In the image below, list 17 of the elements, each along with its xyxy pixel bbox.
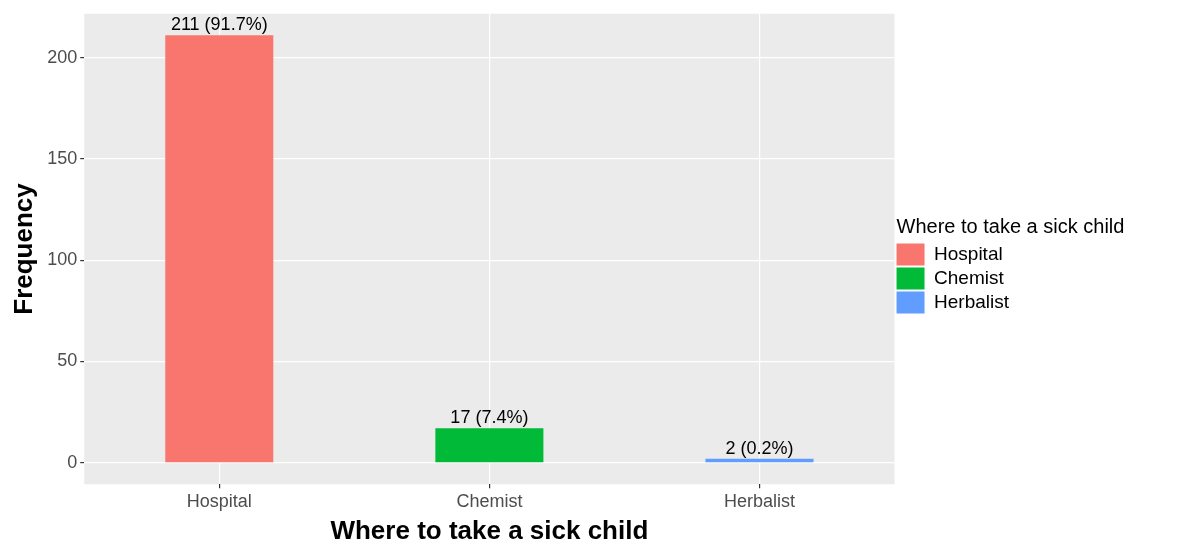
y-axis-title: Frequency <box>7 182 38 315</box>
data-label: 17 (7.4%) <box>450 407 529 428</box>
x-tick-label: Chemist <box>456 490 523 511</box>
legend-label: Herbalist <box>934 290 1010 312</box>
legend-label: Chemist <box>934 266 1005 288</box>
y-tick-label: 200 <box>47 46 78 67</box>
legend-label: Hospital <box>934 242 1003 264</box>
y-tick-label: 0 <box>67 451 78 472</box>
data-label: 2 (0.2%) <box>725 437 794 458</box>
legend-title: Where to take a sick child <box>896 215 1125 238</box>
y-tick-label: 50 <box>57 350 78 371</box>
data-label: 211 (91.7%) <box>170 14 268 35</box>
x-tick-label: Herbalist <box>723 490 795 511</box>
y-tick-label: 150 <box>47 147 78 168</box>
x-axis-title: Where to take a sick child <box>330 514 649 545</box>
y-tick-label: 100 <box>47 249 78 270</box>
x-tick-label: Hospital <box>186 490 252 511</box>
